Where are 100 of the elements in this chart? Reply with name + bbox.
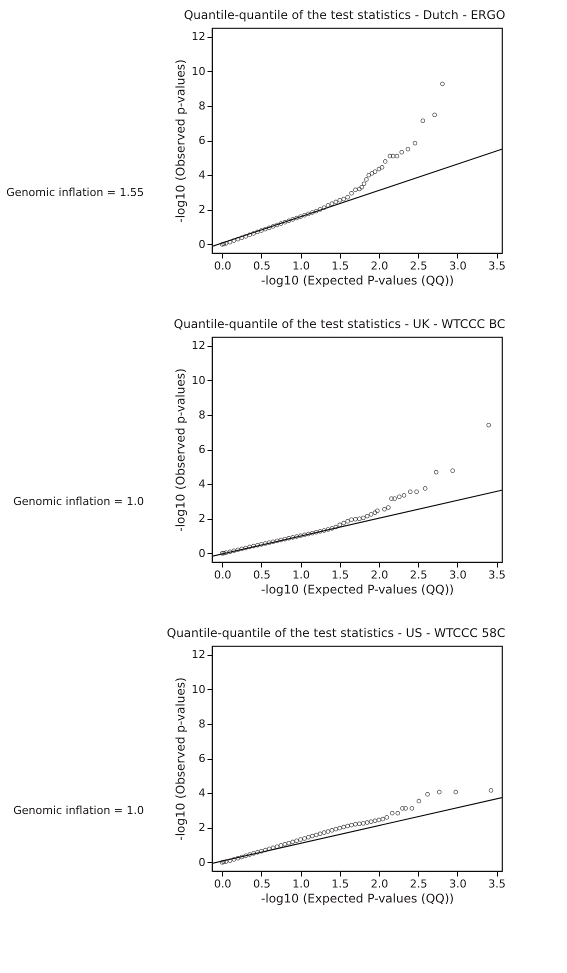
point (255, 850, 260, 855)
point (394, 154, 400, 158)
y-tick-label: 6 (198, 443, 206, 456)
y-tick-label: 10 (192, 374, 206, 387)
point (399, 150, 404, 155)
chart-title: Quantile-quantile of the test statistics - UK - WTCCC BC (174, 317, 506, 331)
y-tick-label: 2 (198, 203, 206, 216)
x-tick-label: 2.5 (410, 260, 428, 272)
chart-title: Quantile-quantile of the test statistics - Dutch - ERGO (184, 8, 506, 22)
point (314, 832, 319, 838)
point (298, 533, 303, 538)
point (290, 840, 295, 844)
point (232, 548, 236, 554)
x-tick-label: 0.0 (214, 260, 232, 272)
point (298, 837, 303, 842)
point (425, 792, 430, 797)
point (375, 508, 380, 514)
x-tick-label: 3.5 (488, 568, 506, 582)
point (384, 815, 390, 820)
x-tick-label: 0.0 (214, 878, 232, 890)
point (282, 220, 288, 224)
point (255, 230, 260, 234)
point (306, 212, 311, 216)
point (286, 536, 292, 541)
point (240, 546, 244, 552)
point (330, 828, 334, 833)
point (236, 548, 240, 552)
x-tick-label: 3.0 (449, 568, 467, 582)
point (326, 829, 330, 834)
x-axis-title: -log10 (Expected P-values (QQ)) (261, 274, 454, 288)
x-tick-label: 0.5 (253, 260, 271, 272)
point (220, 242, 224, 247)
point (270, 224, 276, 229)
point (382, 506, 387, 512)
y-tick-label: 12 (192, 30, 206, 44)
point (282, 536, 288, 542)
x-tick-label: 0.5 (253, 568, 271, 582)
point (247, 232, 252, 238)
point (345, 195, 350, 200)
point (220, 860, 224, 865)
point (294, 838, 299, 843)
point (228, 240, 232, 244)
point (334, 524, 338, 530)
x-tick-label: 3.0 (449, 878, 467, 890)
point (341, 520, 346, 526)
point (368, 512, 374, 517)
x-tick-label: 2.5 (410, 568, 428, 582)
y-tick-label: 8 (198, 99, 206, 112)
point (380, 165, 384, 170)
point (337, 522, 342, 528)
point (382, 159, 388, 164)
x-tick-label: 1.5 (332, 260, 350, 272)
point (251, 851, 256, 856)
text: Genomic inflation = 1.0 (13, 495, 144, 508)
point (397, 494, 402, 500)
x-tick-label: 1.0 (292, 878, 310, 890)
point (434, 470, 438, 474)
chart-title: Quantile-quantile of the test statistics - US - WTCCC 58C (166, 626, 506, 640)
point (274, 538, 280, 544)
point (282, 842, 288, 846)
point (349, 517, 354, 522)
point (362, 182, 366, 186)
point (488, 788, 494, 793)
point (228, 858, 232, 863)
x-tick-label: 0.0 (214, 568, 232, 582)
point (390, 810, 395, 816)
point (306, 834, 311, 840)
point (380, 816, 386, 822)
point (294, 216, 299, 220)
point (432, 112, 437, 118)
point (228, 550, 232, 554)
point (255, 542, 260, 548)
point (388, 154, 392, 158)
point (370, 171, 374, 176)
point (400, 806, 405, 811)
point (341, 196, 346, 202)
point (318, 832, 322, 836)
point (364, 177, 369, 182)
point (259, 542, 264, 547)
point (220, 551, 224, 556)
point (247, 544, 252, 550)
point (310, 210, 315, 215)
point (251, 544, 256, 548)
point (353, 822, 358, 827)
point (232, 857, 236, 862)
point (353, 188, 358, 192)
point (337, 198, 342, 202)
point (322, 205, 326, 210)
point (349, 822, 354, 828)
text: Genomic inflation = 1.55 (6, 186, 144, 199)
point (224, 550, 228, 555)
point (274, 844, 280, 849)
point (361, 821, 366, 826)
point (263, 541, 268, 546)
point (453, 790, 458, 794)
y-tick-label: 4 (198, 478, 206, 491)
point (302, 213, 307, 218)
point (290, 535, 295, 540)
point (306, 532, 311, 536)
point (368, 819, 374, 824)
